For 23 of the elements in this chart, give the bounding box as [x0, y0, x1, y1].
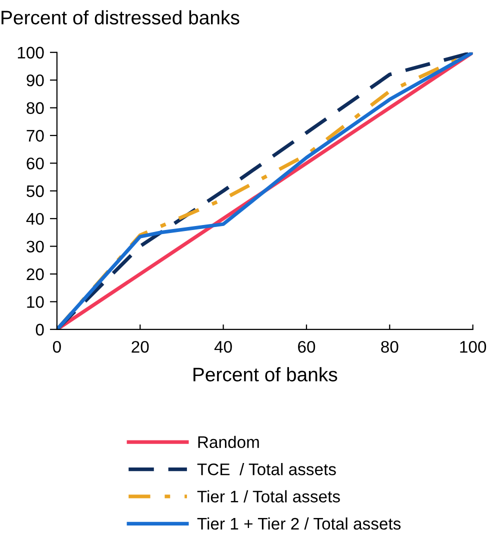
y-tick-label: 90 — [26, 74, 44, 86]
y-tick-label: 60 — [26, 158, 44, 170]
x-tick-label: 40 — [214, 340, 232, 353]
y-tick-label: 40 — [26, 212, 44, 225]
y-tick-label: 50 — [26, 185, 44, 198]
legend-label: Tier 1 + Tier 2 / Total assets — [197, 517, 401, 530]
y-tick-label: 100 — [18, 46, 44, 59]
y-tick-label: 10 — [27, 296, 44, 308]
x-tick-label: 60 — [298, 340, 316, 353]
legend-label: Random — [198, 436, 259, 448]
y-axis-title: Percent of distressed banks — [2, 10, 240, 24]
y-tick-label: 80 — [26, 102, 44, 114]
x-tick-label: 80 — [381, 340, 398, 353]
y-tick-label: 30 — [26, 240, 44, 252]
x-tick-label: 100 — [460, 340, 486, 353]
legend-label: Tier 1 / Total assets — [197, 490, 340, 502]
x-tick-label: 20 — [132, 340, 149, 353]
x-tick-label: 0 — [52, 340, 61, 353]
legend-label: TCE / Total assets — [197, 463, 336, 476]
x-axis-title: Percent of banks — [194, 367, 338, 382]
y-tick-label: 70 — [26, 130, 44, 142]
y-tick-label: 0 — [36, 324, 44, 336]
y-tick-label: 20 — [26, 268, 44, 280]
